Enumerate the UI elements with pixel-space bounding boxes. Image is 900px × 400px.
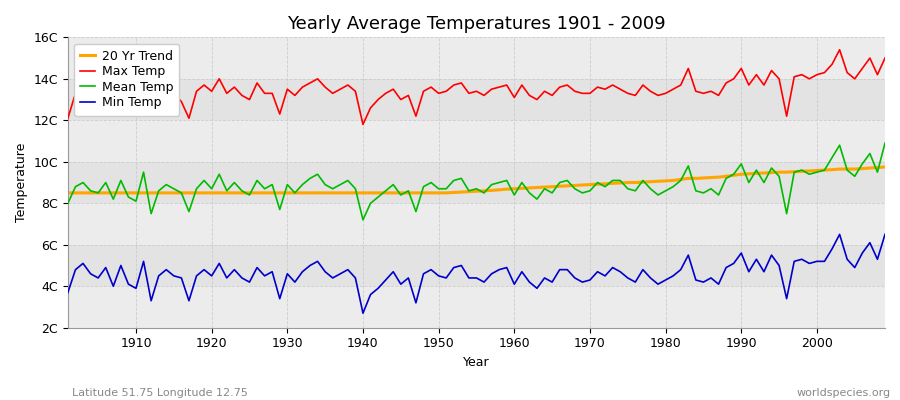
Max Temp xyxy=(335,87,346,92)
Bar xyxy=(68,203,885,245)
Mean Temp xyxy=(290,190,301,195)
20 Yr Trend xyxy=(508,186,519,191)
Line: Max Temp: Max Temp xyxy=(68,50,885,124)
Line: 20 Yr Trend: 20 Yr Trend xyxy=(68,167,885,193)
Legend: 20 Yr Trend, Max Temp, Mean Temp, Min Temp: 20 Yr Trend, Max Temp, Mean Temp, Min Te… xyxy=(74,44,179,116)
Line: Mean Temp: Mean Temp xyxy=(68,143,885,220)
20 Yr Trend xyxy=(123,190,134,195)
Min Temp xyxy=(357,311,368,316)
Mean Temp xyxy=(335,182,346,187)
Mean Temp xyxy=(123,195,134,200)
Bar xyxy=(68,286,885,328)
Bar xyxy=(68,162,885,203)
Min Temp xyxy=(335,271,346,276)
20 Yr Trend xyxy=(879,164,890,169)
Mean Temp xyxy=(62,201,73,206)
Bar xyxy=(68,79,885,120)
Max Temp xyxy=(62,116,73,121)
20 Yr Trend xyxy=(501,187,512,192)
Max Temp xyxy=(508,95,519,100)
Min Temp xyxy=(879,232,890,237)
Min Temp xyxy=(608,265,618,270)
Bar xyxy=(68,120,885,162)
Mean Temp xyxy=(508,192,519,197)
Max Temp xyxy=(517,83,527,88)
Line: Min Temp: Min Temp xyxy=(68,234,885,313)
Mean Temp xyxy=(879,141,890,146)
Text: Latitude 51.75 Longitude 12.75: Latitude 51.75 Longitude 12.75 xyxy=(72,388,248,398)
Max Temp xyxy=(879,56,890,60)
Min Temp xyxy=(508,282,519,286)
Max Temp xyxy=(357,122,368,127)
20 Yr Trend xyxy=(290,190,301,195)
Min Temp xyxy=(123,282,134,286)
Text: worldspecies.org: worldspecies.org xyxy=(796,388,891,398)
Max Temp xyxy=(608,83,618,88)
Min Temp xyxy=(290,280,301,284)
Min Temp xyxy=(62,290,73,295)
Min Temp xyxy=(834,232,845,237)
Bar xyxy=(68,37,885,79)
Max Temp xyxy=(834,47,845,52)
20 Yr Trend xyxy=(62,190,73,195)
20 Yr Trend xyxy=(335,190,346,195)
Max Temp xyxy=(123,97,134,102)
Mean Temp xyxy=(357,218,368,222)
Mean Temp xyxy=(517,180,527,185)
Title: Yearly Average Temperatures 1901 - 2009: Yearly Average Temperatures 1901 - 2009 xyxy=(287,15,666,33)
Bar xyxy=(68,245,885,286)
Y-axis label: Temperature: Temperature xyxy=(15,143,28,222)
Min Temp xyxy=(517,269,527,274)
20 Yr Trend xyxy=(599,181,610,186)
X-axis label: Year: Year xyxy=(464,356,490,369)
Mean Temp xyxy=(608,178,618,183)
Max Temp xyxy=(290,93,301,98)
